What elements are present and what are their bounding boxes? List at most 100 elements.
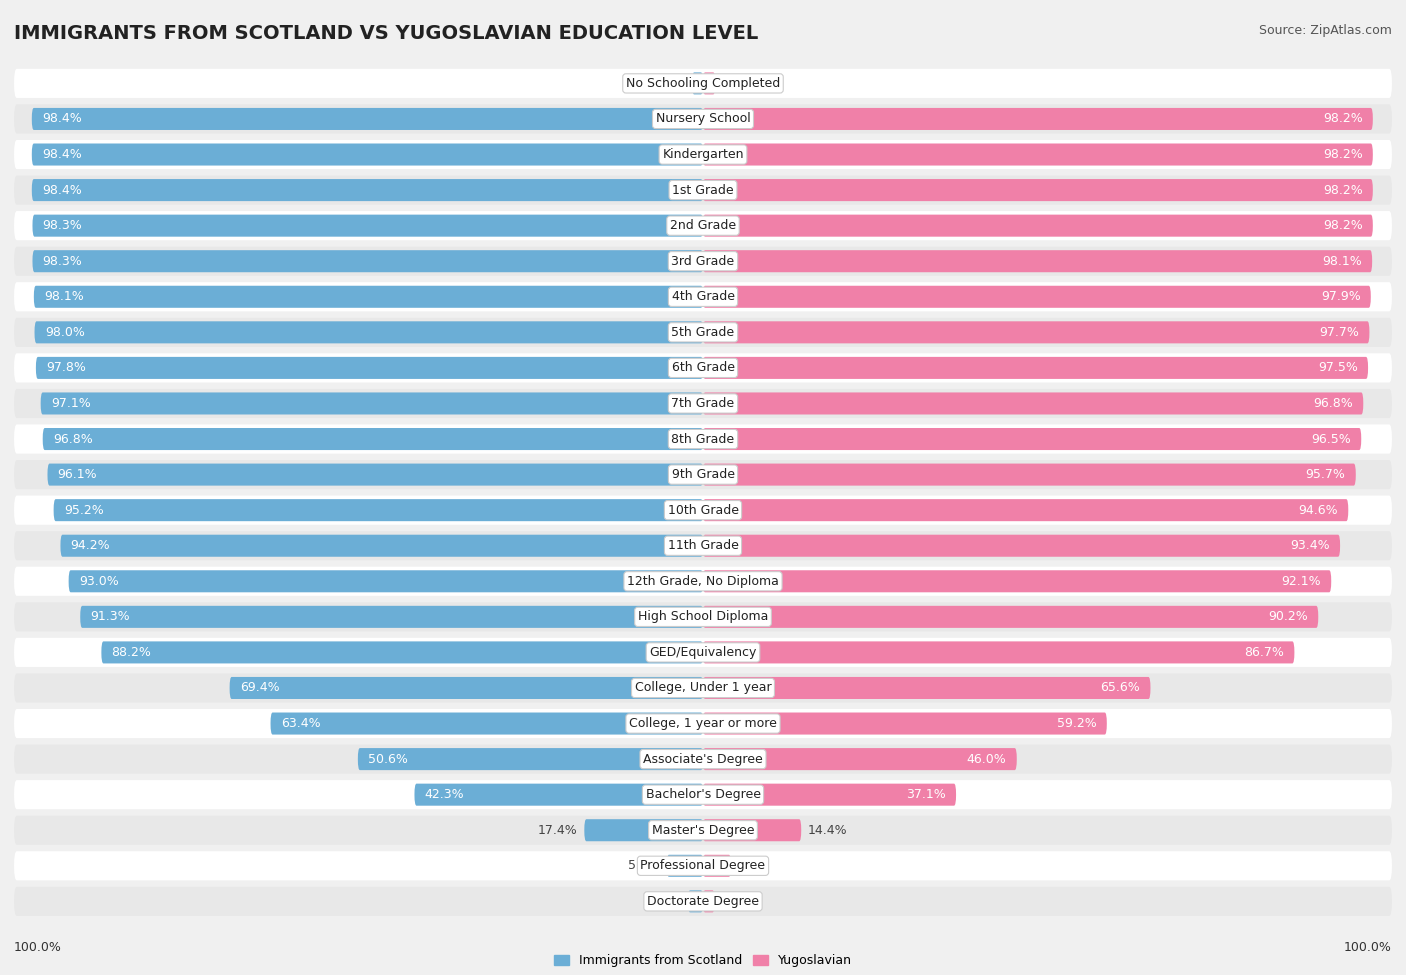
FancyBboxPatch shape xyxy=(101,642,703,663)
Text: 98.2%: 98.2% xyxy=(1323,183,1362,197)
Text: 100.0%: 100.0% xyxy=(14,941,62,954)
Text: 97.8%: 97.8% xyxy=(46,362,86,374)
Text: 9th Grade: 9th Grade xyxy=(672,468,734,481)
FancyBboxPatch shape xyxy=(703,393,1364,414)
Text: 96.8%: 96.8% xyxy=(53,433,93,446)
FancyBboxPatch shape xyxy=(60,534,703,557)
FancyBboxPatch shape xyxy=(688,890,703,913)
FancyBboxPatch shape xyxy=(14,674,1392,703)
Legend: Immigrants from Scotland, Yugoslavian: Immigrants from Scotland, Yugoslavian xyxy=(550,949,856,972)
FancyBboxPatch shape xyxy=(703,819,801,841)
Text: Kindergarten: Kindergarten xyxy=(662,148,744,161)
Text: 98.4%: 98.4% xyxy=(42,183,82,197)
Text: 10th Grade: 10th Grade xyxy=(668,504,738,517)
Text: 98.2%: 98.2% xyxy=(1323,112,1362,126)
Text: 4.1%: 4.1% xyxy=(738,859,769,873)
Text: 6th Grade: 6th Grade xyxy=(672,362,734,374)
FancyBboxPatch shape xyxy=(703,286,1371,308)
FancyBboxPatch shape xyxy=(14,424,1392,453)
FancyBboxPatch shape xyxy=(14,531,1392,561)
Text: 98.1%: 98.1% xyxy=(1322,254,1362,268)
FancyBboxPatch shape xyxy=(14,566,1392,596)
FancyBboxPatch shape xyxy=(14,211,1392,240)
FancyBboxPatch shape xyxy=(14,780,1392,809)
Text: College, Under 1 year: College, Under 1 year xyxy=(634,682,772,694)
FancyBboxPatch shape xyxy=(14,104,1392,134)
Text: 14.4%: 14.4% xyxy=(808,824,848,837)
Text: 65.6%: 65.6% xyxy=(1101,682,1140,694)
FancyBboxPatch shape xyxy=(703,677,1150,699)
Text: Associate's Degree: Associate's Degree xyxy=(643,753,763,765)
FancyBboxPatch shape xyxy=(14,140,1392,169)
Text: 86.7%: 86.7% xyxy=(1244,645,1284,659)
Text: 98.3%: 98.3% xyxy=(42,219,83,232)
FancyBboxPatch shape xyxy=(14,247,1392,276)
Text: No Schooling Completed: No Schooling Completed xyxy=(626,77,780,90)
Text: 98.2%: 98.2% xyxy=(1323,148,1362,161)
Text: 98.3%: 98.3% xyxy=(42,254,83,268)
Text: 2nd Grade: 2nd Grade xyxy=(669,219,737,232)
Text: 92.1%: 92.1% xyxy=(1281,575,1322,588)
Text: 88.2%: 88.2% xyxy=(111,645,152,659)
FancyBboxPatch shape xyxy=(80,605,703,628)
FancyBboxPatch shape xyxy=(32,214,703,237)
Text: GED/Equivalency: GED/Equivalency xyxy=(650,645,756,659)
Text: 96.8%: 96.8% xyxy=(1313,397,1353,410)
FancyBboxPatch shape xyxy=(703,108,1372,130)
Text: 97.5%: 97.5% xyxy=(1317,362,1358,374)
Text: 98.4%: 98.4% xyxy=(42,148,82,161)
Text: 50.6%: 50.6% xyxy=(368,753,408,765)
Text: Doctorate Degree: Doctorate Degree xyxy=(647,895,759,908)
Text: 42.3%: 42.3% xyxy=(425,788,464,801)
Text: 100.0%: 100.0% xyxy=(1344,941,1392,954)
Text: 12th Grade, No Diploma: 12th Grade, No Diploma xyxy=(627,575,779,588)
FancyBboxPatch shape xyxy=(703,855,731,877)
Text: 98.1%: 98.1% xyxy=(44,291,84,303)
Text: 93.0%: 93.0% xyxy=(79,575,118,588)
Text: 97.7%: 97.7% xyxy=(1319,326,1360,339)
FancyBboxPatch shape xyxy=(703,463,1355,486)
FancyBboxPatch shape xyxy=(34,286,703,308)
FancyBboxPatch shape xyxy=(14,69,1392,98)
Text: 93.4%: 93.4% xyxy=(1291,539,1330,552)
FancyBboxPatch shape xyxy=(229,677,703,699)
Text: 96.1%: 96.1% xyxy=(58,468,97,481)
Text: 1st Grade: 1st Grade xyxy=(672,183,734,197)
Text: Professional Degree: Professional Degree xyxy=(641,859,765,873)
Text: 37.1%: 37.1% xyxy=(905,788,946,801)
Text: 8th Grade: 8th Grade xyxy=(672,433,734,446)
FancyBboxPatch shape xyxy=(703,642,1295,663)
FancyBboxPatch shape xyxy=(703,72,716,95)
Text: Nursery School: Nursery School xyxy=(655,112,751,126)
Text: 98.2%: 98.2% xyxy=(1323,219,1362,232)
Text: 11th Grade: 11th Grade xyxy=(668,539,738,552)
Text: 95.2%: 95.2% xyxy=(63,504,104,517)
FancyBboxPatch shape xyxy=(42,428,703,450)
FancyBboxPatch shape xyxy=(14,887,1392,916)
FancyBboxPatch shape xyxy=(14,709,1392,738)
FancyBboxPatch shape xyxy=(69,570,703,592)
FancyBboxPatch shape xyxy=(703,784,956,805)
FancyBboxPatch shape xyxy=(14,176,1392,205)
Text: 2.2%: 2.2% xyxy=(650,895,681,908)
Text: 5th Grade: 5th Grade xyxy=(672,326,734,339)
FancyBboxPatch shape xyxy=(14,389,1392,418)
FancyBboxPatch shape xyxy=(415,784,703,805)
Text: 17.4%: 17.4% xyxy=(537,824,578,837)
Text: 94.2%: 94.2% xyxy=(70,539,110,552)
Text: 91.3%: 91.3% xyxy=(90,610,131,623)
FancyBboxPatch shape xyxy=(703,890,714,913)
FancyBboxPatch shape xyxy=(41,393,703,414)
Text: 59.2%: 59.2% xyxy=(1057,717,1097,730)
FancyBboxPatch shape xyxy=(703,357,1368,379)
FancyBboxPatch shape xyxy=(14,318,1392,347)
FancyBboxPatch shape xyxy=(703,605,1319,628)
Text: Source: ZipAtlas.com: Source: ZipAtlas.com xyxy=(1258,24,1392,37)
Text: 94.6%: 94.6% xyxy=(1298,504,1339,517)
Text: 97.1%: 97.1% xyxy=(51,397,90,410)
FancyBboxPatch shape xyxy=(32,143,703,166)
FancyBboxPatch shape xyxy=(359,748,703,770)
Text: 98.4%: 98.4% xyxy=(42,112,82,126)
Text: College, 1 year or more: College, 1 year or more xyxy=(628,717,778,730)
Text: Bachelor's Degree: Bachelor's Degree xyxy=(645,788,761,801)
